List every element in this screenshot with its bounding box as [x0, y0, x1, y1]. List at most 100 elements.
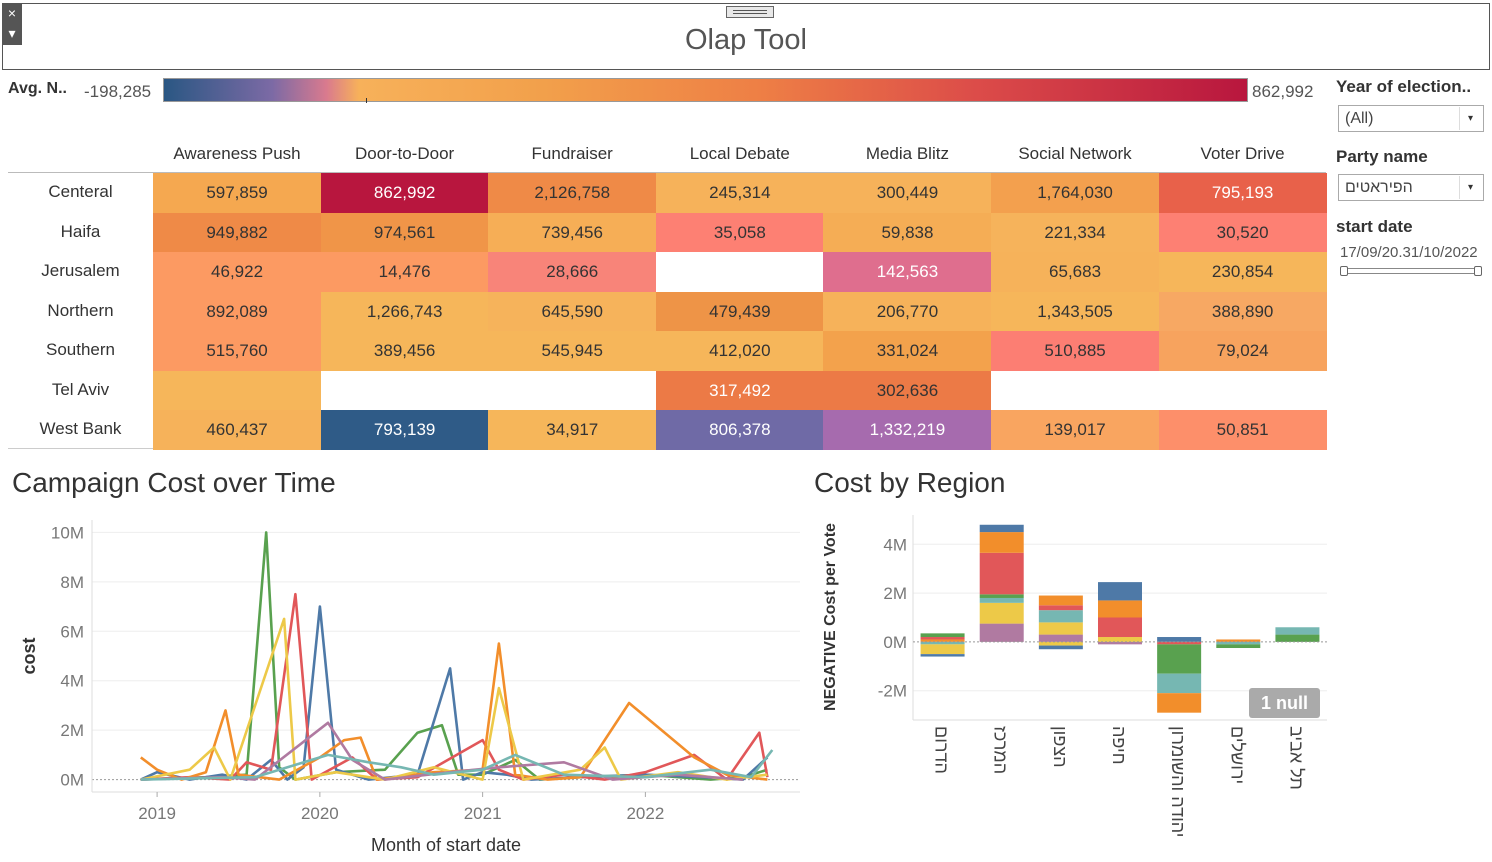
close-icon[interactable]: × [7, 5, 17, 21]
heatmap-cell[interactable]: 317,492 [655, 370, 824, 411]
heatmap-cell[interactable]: 50,851 [1158, 410, 1327, 450]
heatmap-cell[interactable]: 949,882 [153, 212, 322, 253]
y-tick-label: 4M [883, 535, 907, 554]
y-tick-label: 10M [51, 523, 84, 542]
y-axis-label: cost [19, 637, 39, 674]
cost-by-region-bar-chart: -2M 0M 2M 4M הדרום המרכז הצפון חיפה יהודה והשומר… [822, 515, 1327, 837]
row-label: West Bank [39, 419, 122, 438]
heatmap-cell[interactable]: 46,922 [153, 252, 322, 292]
heatmap-cell[interactable]: 14,476 [320, 252, 489, 292]
heatmap-cell[interactable] [320, 370, 489, 411]
heatmap-cell[interactable]: 59,838 [823, 212, 992, 253]
drag-handle[interactable] [726, 6, 774, 18]
heatmap-cell[interactable]: 245,314 [655, 173, 824, 213]
legend-max-value: 862,992 [1252, 82, 1314, 101]
heatmap-cell[interactable]: 739,456 [488, 212, 657, 253]
heatmap-cell[interactable]: 1,332,219 [823, 410, 992, 450]
bar-segment [1038, 634, 1083, 642]
heatmap-cell[interactable]: 300,449 [823, 173, 992, 213]
heatmap-cell[interactable]: 412,020 [655, 331, 824, 371]
slider-end-handle[interactable] [1474, 266, 1482, 276]
heatmap-cell[interactable]: 35,058 [655, 212, 824, 253]
heatmap-cell[interactable]: 221,334 [991, 212, 1160, 253]
bar-segment [1157, 644, 1202, 674]
start-date-range-text: 17/09/20.31/10/2022 [1340, 244, 1478, 261]
heatmap-cell[interactable]: 862,992 [320, 173, 489, 213]
bar-segment [920, 644, 965, 655]
heatmap-cell[interactable]: 974,561 [320, 212, 489, 253]
heatmap-cell[interactable]: 34,917 [488, 410, 657, 450]
heatmap-cell[interactable]: 230,854 [1158, 252, 1327, 292]
campaign-cost-line-chart: 0M 2M 4M 6M 8M 10M 2019 2020 2021 2022 Month of st… [19, 520, 800, 855]
null-badge [1249, 688, 1320, 718]
heatmap-cell[interactable]: 597,859 [153, 173, 322, 213]
heatmap-cell[interactable]: 793,139 [320, 410, 489, 450]
bar-segment [920, 633, 965, 638]
heatmap-cell[interactable]: 479,439 [655, 291, 824, 332]
bar-segment [1157, 693, 1202, 713]
bar-segment [979, 532, 1024, 553]
heatmap-cell[interactable] [488, 370, 657, 411]
bar-segment [979, 552, 1024, 595]
heatmap-cell[interactable]: 65,683 [991, 252, 1160, 292]
column-header: Local Debate [689, 144, 790, 163]
category-label: חיפה [1109, 726, 1129, 765]
party-filter-value: הפיראטים [1345, 179, 1413, 196]
heatmap-cell[interactable]: 30,520 [1158, 212, 1327, 253]
legend-label: Avg. N.. [8, 80, 67, 97]
heatmap-cell[interactable]: 806,378 [655, 410, 824, 450]
y-axis-label: NEGATIVE Cost per Vote [822, 523, 839, 711]
heatmap-cell[interactable]: 206,770 [823, 291, 992, 332]
y-tick-label: 4M [60, 672, 84, 691]
party-filter-title: Party name [1336, 147, 1428, 166]
bar-segment [979, 594, 1024, 598]
bar-segment [1098, 617, 1142, 638]
category-label: הדרום [932, 726, 952, 774]
heatmap-cell[interactable]: 1,266,743 [320, 291, 489, 332]
chevron-down-icon[interactable]: ▾ [1459, 107, 1481, 130]
heatmap-cell[interactable]: 1,764,030 [991, 173, 1160, 213]
series-line [140, 592, 769, 781]
heatmap-cell[interactable]: 139,017 [991, 410, 1160, 450]
heatmap-cell[interactable]: 2,126,758 [488, 173, 657, 213]
start-date-slider[interactable] [1343, 268, 1481, 274]
heatmap-cell[interactable] [153, 370, 322, 411]
heatmap-cell[interactable]: 795,193 [1158, 173, 1327, 213]
x-tick-label: 2019 [138, 804, 176, 823]
heatmap-cell[interactable]: 331,024 [823, 331, 992, 371]
heatmap-cell[interactable]: 1,343,505 [991, 291, 1160, 332]
heatmap-cell[interactable]: 79,024 [1158, 331, 1327, 371]
menu-dropdown-icon[interactable]: ▾ [8, 25, 16, 41]
heatmap-cell[interactable] [991, 370, 1160, 411]
year-filter-value: (All) [1345, 110, 1374, 127]
heatmap-cell[interactable]: 388,890 [1158, 291, 1327, 332]
category-label: המרכז [991, 726, 1011, 774]
window-controls: × ▾ [2, 3, 22, 45]
column-header: Media Blitz [865, 144, 949, 163]
column-header: Voter Drive [1200, 144, 1285, 163]
year-filter-select[interactable]: (All) ▾ [1338, 105, 1484, 132]
dashboard-title: Olap Tool [685, 24, 807, 56]
heatmap-cell[interactable]: 892,089 [153, 291, 322, 332]
heatmap-cell[interactable]: 142,563 [823, 252, 992, 292]
bar-segment [1216, 639, 1261, 642]
bar-segment [1216, 641, 1261, 645]
row-label: Northern [47, 300, 114, 320]
party-filter-select[interactable]: הפיראטים ▾ [1338, 174, 1484, 201]
heatmap-cell[interactable] [1158, 370, 1327, 411]
heatmap-cell[interactable]: 389,456 [320, 331, 489, 371]
x-tick-label: 2021 [464, 804, 502, 823]
bar-segment [920, 639, 965, 642]
chevron-down-icon[interactable]: ▾ [1459, 176, 1481, 199]
y-tick-label: -2M [878, 682, 907, 701]
slider-start-handle[interactable] [1340, 266, 1348, 276]
heatmap-cell[interactable]: 515,760 [153, 331, 322, 371]
bar-segment [1038, 622, 1083, 635]
heatmap-cell[interactable]: 302,636 [823, 370, 992, 411]
heatmap-cell[interactable]: 28,666 [488, 252, 657, 292]
heatmap-cell[interactable] [655, 252, 824, 292]
heatmap-cell[interactable]: 645,590 [488, 291, 657, 332]
heatmap-cell[interactable]: 460,437 [153, 410, 322, 450]
heatmap-cell[interactable]: 545,945 [488, 331, 657, 371]
heatmap-cell[interactable]: 510,885 [991, 331, 1160, 371]
